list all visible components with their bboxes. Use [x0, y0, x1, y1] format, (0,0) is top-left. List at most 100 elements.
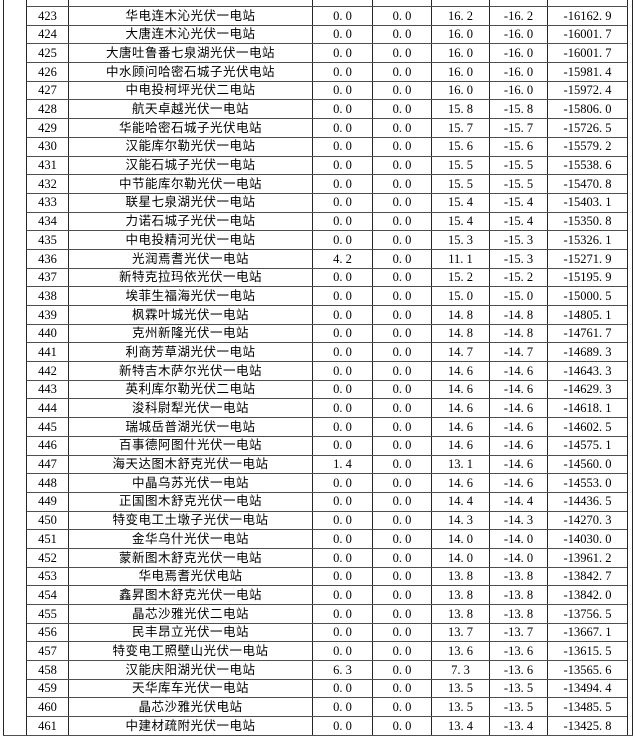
- value-5-cell: -16001. 7: [547, 24, 628, 45]
- value-4-cell: -13. 5: [489, 678, 548, 699]
- value-3-cell: 13. 8: [431, 604, 490, 624]
- table-row: 458 汉能庆阳湖光伏一电站 6. 3 0. 0 7. 3 -13. 6 -13565. 6: [4, 660, 633, 680]
- value-5-cell: -13667. 1: [547, 622, 628, 643]
- value-2-cell: 0. 0: [372, 230, 432, 250]
- station-name-cell: 金华乌什光伏一电站: [68, 529, 313, 549]
- value-3-cell: 13. 5: [431, 697, 490, 718]
- value-5-cell: -13615. 5: [547, 641, 628, 662]
- value-5-cell: -13842. 7: [547, 566, 628, 587]
- value-3-cell: 13. 8: [431, 585, 490, 605]
- value-1-cell: 0. 0: [312, 473, 373, 493]
- row-number-cell: 446: [26, 435, 69, 456]
- value-4-cell: -14. 6: [489, 398, 548, 419]
- value-3-cell: 15. 0: [431, 286, 490, 306]
- value-1-cell: 0. 0: [312, 24, 373, 45]
- station-name-cell: 华电焉耆光伏电站: [68, 566, 313, 587]
- value-2-cell: 0. 0: [372, 192, 432, 213]
- station-name-cell: 大唐吐鲁番七泉湖光伏一电站: [68, 43, 313, 64]
- station-name-cell: 特变电工土墩子光伏一电站: [68, 510, 313, 531]
- value-2-cell: 0. 0: [372, 697, 432, 718]
- row-number-cell: 436: [26, 248, 69, 269]
- value-5-cell: -16001. 7: [547, 43, 628, 64]
- value-4-cell: -14. 8: [489, 323, 548, 344]
- value-5-cell: -14761. 7: [547, 323, 628, 344]
- value-4-cell: -15. 2: [489, 267, 548, 288]
- value-4-cell: -14. 0: [489, 547, 548, 568]
- row-number-cell: 450: [26, 510, 69, 531]
- station-name-cell: 鑫昇图木舒克光伏一电站: [68, 585, 313, 605]
- value-1-cell: 0. 0: [312, 62, 373, 82]
- value-5-cell: -13485. 5: [547, 697, 628, 718]
- value-4-cell: -15. 5: [489, 174, 548, 194]
- value-1-cell: 6. 3: [312, 660, 373, 680]
- station-name-cell: 百事德阿图什光伏一电站: [68, 435, 313, 456]
- value-5-cell: -15538. 6: [547, 155, 628, 176]
- value-2-cell: 0. 0: [372, 24, 432, 45]
- row-number-cell: 423: [26, 6, 69, 26]
- value-5-cell: -15726. 5: [547, 118, 628, 138]
- value-5-cell: -14030. 0: [547, 529, 628, 549]
- row-number-cell: 435: [26, 230, 69, 250]
- value-1-cell: 0. 0: [312, 342, 373, 363]
- value-4-cell: -13. 8: [489, 604, 548, 624]
- value-3-cell: 14. 6: [431, 435, 490, 456]
- value-2-cell: 0. 0: [372, 99, 432, 120]
- value-5-cell: -13961. 2: [547, 547, 628, 568]
- station-name-cell: 海天达图木舒克光伏一电站: [68, 454, 313, 475]
- row-number-cell: 458: [26, 660, 69, 680]
- station-name-cell: 大唐连木沁光伏一电站: [68, 24, 313, 45]
- value-3-cell: 13. 6: [431, 641, 490, 662]
- station-name-cell: 埃菲生福海光伏一电站: [68, 286, 313, 306]
- value-2-cell: 0. 0: [372, 435, 432, 456]
- value-1-cell: 0. 0: [312, 174, 373, 194]
- row-number-cell: 447: [26, 454, 69, 475]
- table-row: 430 汉能库尔勒光伏一电站 0. 0 0. 0 15. 6 -15. 6 -15579. …: [4, 136, 633, 157]
- row-number-cell: 460: [26, 697, 69, 718]
- station-name-cell: 正国图木舒克光伏一电站: [68, 491, 313, 512]
- row-number-cell: 433: [26, 192, 69, 213]
- station-name-cell: 瑞城岳普湖光伏一电站: [68, 417, 313, 437]
- value-3-cell: 14. 6: [431, 398, 490, 419]
- value-3-cell: 16. 0: [431, 43, 490, 64]
- table-row: 444 浚科尉犁光伏一电站 0. 0 0. 0 14. 6 -14. 6 -14618. 1: [4, 398, 633, 419]
- table-row: 431 汉能石城子光伏一电站 0. 0 0. 0 15. 5 -15. 5 -15538. …: [4, 155, 633, 176]
- table-row: 442 新特吉木萨尔光伏一电站 0. 0 0. 0 14. 6 -14. 6 -14643.…: [4, 361, 633, 381]
- value-2-cell: 0. 0: [372, 417, 432, 437]
- value-4-cell: -14. 6: [489, 361, 548, 381]
- value-3-cell: 13. 7: [431, 622, 490, 643]
- row-number-cell: 455: [26, 604, 69, 624]
- value-2-cell: 0. 0: [372, 211, 432, 232]
- table-row: 428 航天卓越光伏一电站 0. 0 0. 0 15. 8 -15. 8 -15806. 0: [4, 99, 633, 120]
- value-1-cell: 0. 0: [312, 566, 373, 587]
- value-2-cell: 0. 0: [372, 585, 432, 605]
- value-2-cell: 0. 0: [372, 398, 432, 419]
- value-4-cell: -14. 6: [489, 435, 548, 456]
- value-4-cell: -15. 4: [489, 211, 548, 232]
- value-2-cell: 0. 0: [372, 342, 432, 363]
- value-3-cell: 13. 1: [431, 454, 490, 475]
- value-4-cell: -13. 4: [489, 716, 548, 736]
- station-name-cell: 中电投精河光伏一电站: [68, 230, 313, 250]
- value-5-cell: -15972. 4: [547, 80, 628, 101]
- value-2-cell: 0. 0: [372, 716, 432, 736]
- value-5-cell: -13565. 6: [547, 660, 628, 680]
- value-5-cell: -16162. 9: [547, 6, 628, 26]
- value-5-cell: -15195. 9: [547, 267, 628, 288]
- row-number-cell: 454: [26, 585, 69, 605]
- value-3-cell: 15. 5: [431, 155, 490, 176]
- value-1-cell: 0. 0: [312, 267, 373, 288]
- row-number-cell: 437: [26, 267, 69, 288]
- value-2-cell: 0. 0: [372, 660, 432, 680]
- table-row: 448 中晶乌苏光伏一电站 0. 0 0. 0 14. 6 -14. 6 -14553. 0: [4, 473, 633, 493]
- row-number-cell: 439: [26, 305, 69, 325]
- station-name-cell: 汉能库尔勒光伏一电站: [68, 136, 313, 157]
- station-name-cell: 航天卓越光伏一电站: [68, 99, 313, 120]
- row-number-cell: 434: [26, 211, 69, 232]
- value-1-cell: 0. 0: [312, 6, 373, 26]
- value-3-cell: 15. 4: [431, 211, 490, 232]
- value-3-cell: 16. 2: [431, 6, 490, 26]
- value-2-cell: 0. 0: [372, 473, 432, 493]
- value-4-cell: -14. 0: [489, 529, 548, 549]
- value-4-cell: -15. 3: [489, 248, 548, 269]
- value-4-cell: -16. 0: [489, 24, 548, 45]
